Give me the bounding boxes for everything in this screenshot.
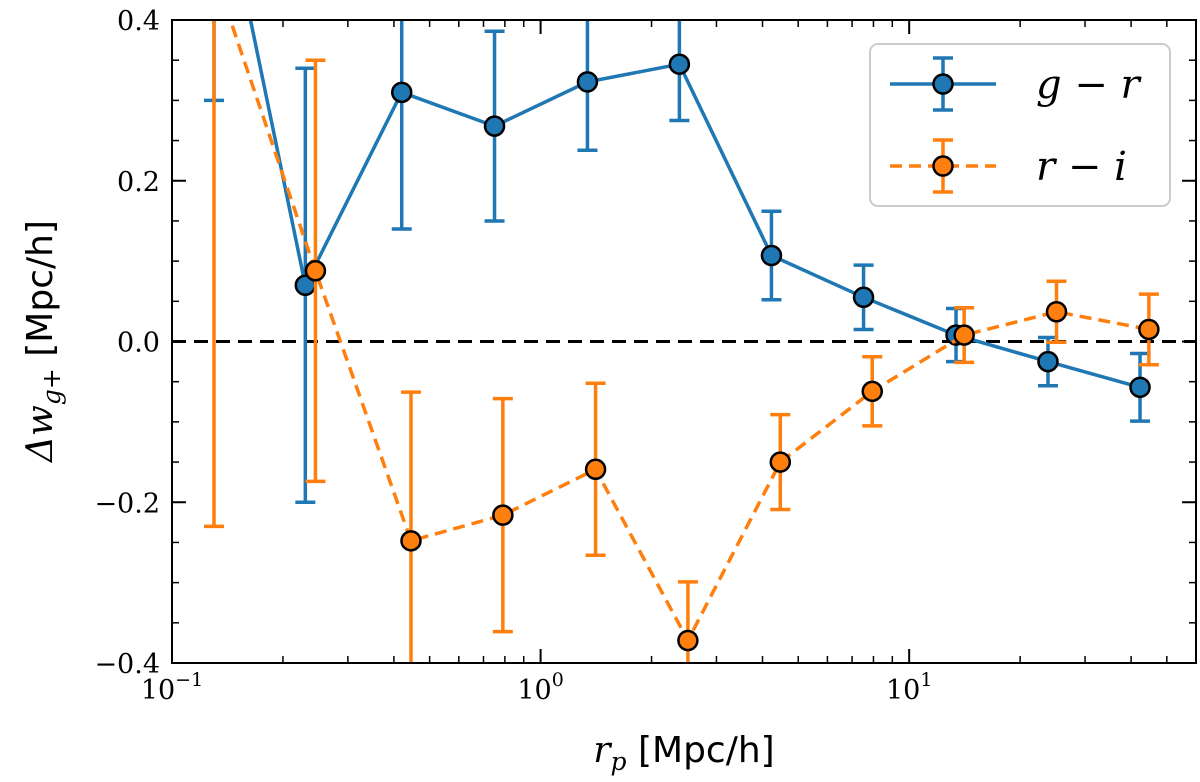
x-tick-label-exponent: −1 — [175, 669, 203, 691]
error-bar — [391, 20, 412, 231]
error-bar — [203, 20, 224, 529]
y-tick-label: 0.4 — [117, 6, 160, 37]
data-point — [576, 71, 599, 93]
x-tick-label: 101 — [886, 669, 932, 706]
data-point — [304, 260, 327, 282]
x-axis-label: rp [Mpc/h] — [593, 730, 774, 776]
x-tick-label-base: 10 — [886, 675, 920, 706]
data-point — [390, 81, 413, 104]
y-tick-label: 0.2 — [117, 167, 160, 198]
y-tick-label: −0.4 — [94, 649, 160, 680]
x-tick-label-exponent: 1 — [920, 669, 932, 691]
legend-item: g − r — [890, 56, 1143, 112]
y-tick-label: −0.2 — [94, 488, 160, 519]
data-point — [483, 115, 506, 137]
data-point — [677, 629, 699, 652]
data-point — [769, 451, 792, 473]
series-2 — [203, 20, 1160, 663]
data-point — [1129, 376, 1151, 399]
legend-label: g − r — [1036, 62, 1143, 108]
legend: g − r r − i — [869, 43, 1171, 207]
series-1 — [203, 20, 1151, 504]
data-point — [1037, 350, 1059, 373]
x-tick-label-base: 10 — [517, 675, 551, 706]
x-axis-label-math: r — [593, 730, 612, 771]
data-point — [861, 380, 884, 403]
y-axis-label-math: Δw — [20, 405, 61, 464]
y-axis-label-units: [Mpc/h] — [20, 220, 61, 368]
data-point — [492, 504, 514, 526]
x-axis-label-subscript: p — [611, 747, 627, 776]
legend-marker — [932, 73, 954, 95]
data-point — [852, 286, 875, 309]
data-point — [953, 324, 975, 346]
data-point — [668, 53, 691, 75]
data-point — [400, 530, 422, 552]
data-point — [1138, 318, 1160, 341]
y-axis-label-subscript: g+ — [37, 368, 66, 405]
x-tick-label: 10−1 — [141, 669, 203, 706]
x-tick-label-base: 10 — [141, 675, 175, 706]
data-point — [584, 458, 607, 481]
y-tick-label: 0.0 — [117, 328, 160, 359]
x-axis-label-units: [Mpc/h] — [627, 730, 775, 771]
x-tick-label: 100 — [517, 669, 563, 706]
y-axis-label: Δwg+ [Mpc/h] — [20, 220, 66, 464]
data-point — [760, 244, 783, 267]
x-tick-label-exponent: 0 — [552, 669, 564, 691]
data-point — [1045, 301, 1068, 323]
legend-label: r − i — [1036, 144, 1127, 190]
legend-item: r − i — [890, 138, 1127, 194]
legend-marker — [932, 155, 954, 177]
